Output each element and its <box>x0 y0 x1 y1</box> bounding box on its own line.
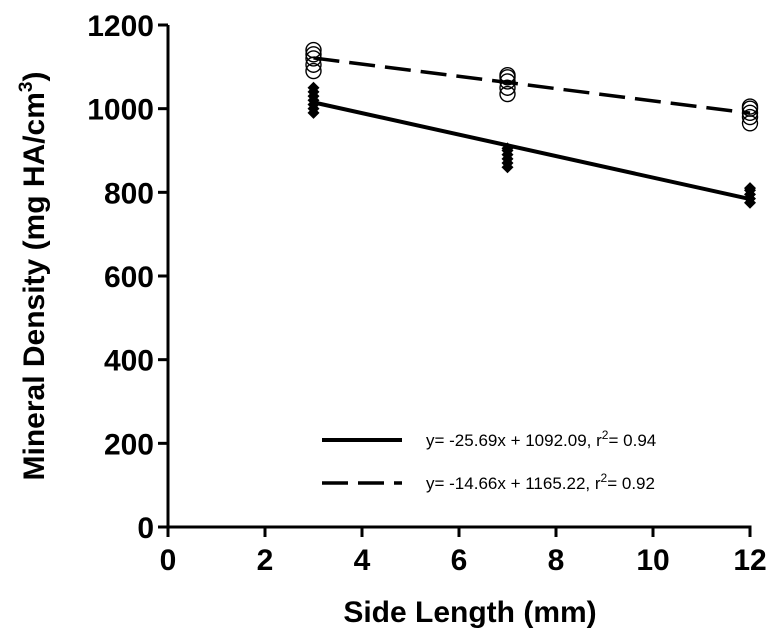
data-point-circle <box>499 79 516 96</box>
x-tick-label: 6 <box>451 544 468 577</box>
x-tick-label: 4 <box>354 544 371 577</box>
data-point-circle <box>305 62 322 80</box>
y-axis-title-main: Mineral Density (mg HA/cm <box>18 92 51 480</box>
y-tick-label: 800 <box>104 177 154 210</box>
fit-lines <box>313 56 751 202</box>
axes: 0 200 400 600 800 1000 1200 0 2 4 6 8 10 12 <box>87 10 766 577</box>
y-axis-title: Mineral Density (mg HA/cm3) <box>16 72 51 481</box>
x-tick-label: 2 <box>257 544 274 577</box>
data-point-circle <box>741 104 759 122</box>
data-point-circle <box>499 85 516 103</box>
data-point-circle <box>499 66 516 84</box>
y-axis-title-suffix: ) <box>18 72 51 82</box>
data-point-circle <box>305 50 322 67</box>
data-point-diamond <box>501 142 514 155</box>
legend: y= -25.69x + 1092.09, r2= 0.94y= -14.66x… <box>322 428 656 493</box>
y-tick-label: 1200 <box>87 10 154 43</box>
legend-label-1: y= -25.69x + 1092.09, r2= 0.94 <box>426 428 656 450</box>
x-axis-title: Side Length (mm) <box>343 596 596 629</box>
x-tick-label: 0 <box>160 544 177 577</box>
data-point-circle <box>305 41 322 59</box>
y-tick-label: 200 <box>104 428 154 461</box>
fit-line-series-1 <box>313 100 751 202</box>
y-tick-label: 600 <box>104 261 154 294</box>
legend-superscript: 2 <box>601 471 608 485</box>
y-tick-label: 400 <box>104 345 154 378</box>
legend-equation: y= -25.69x + 1092.09, r <box>426 431 602 450</box>
data-point-circle <box>741 108 759 126</box>
data-point-diamond <box>307 81 320 94</box>
data-points <box>305 41 759 209</box>
legend-r-value: = 0.92 <box>607 474 655 493</box>
y-tick-label: 1000 <box>87 94 154 127</box>
data-point-circle <box>741 98 759 115</box>
fit-line-series-2 <box>313 56 751 115</box>
x-tick-label: 12 <box>733 544 766 577</box>
data-point-circle <box>499 73 516 90</box>
legend-equation: y= -14.66x + 1165.22, r <box>426 474 601 493</box>
y-tick-label: 0 <box>137 512 154 545</box>
x-tick-label: 8 <box>548 544 565 577</box>
data-point-circle <box>305 46 322 63</box>
legend-label-2: y= -14.66x + 1165.22, r2= 0.92 <box>426 471 655 493</box>
x-tick-label: 10 <box>636 544 669 577</box>
legend-r-value: = 0.94 <box>608 431 656 450</box>
data-point-diamond <box>744 182 756 195</box>
y-axis-title-superscript: 3 <box>16 82 37 93</box>
legend-superscript: 2 <box>602 428 609 442</box>
